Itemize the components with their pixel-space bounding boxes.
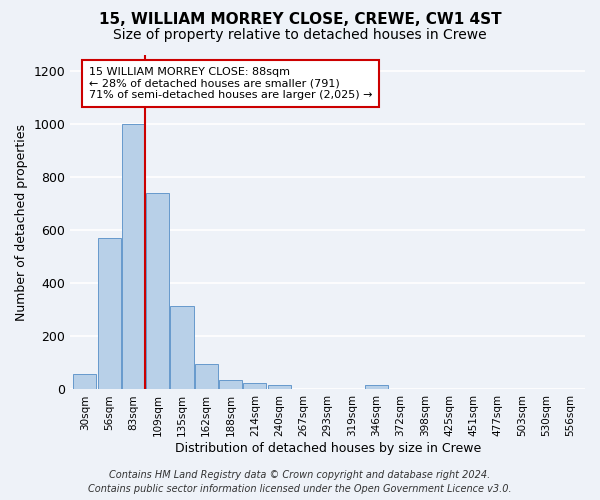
X-axis label: Distribution of detached houses by size in Crewe: Distribution of detached houses by size … <box>175 442 481 455</box>
Bar <box>73 374 97 390</box>
Bar <box>219 380 242 390</box>
Text: Contains HM Land Registry data © Crown copyright and database right 2024.
Contai: Contains HM Land Registry data © Crown c… <box>88 470 512 494</box>
Text: Size of property relative to detached houses in Crewe: Size of property relative to detached ho… <box>113 28 487 42</box>
Text: 15, WILLIAM MORREY CLOSE, CREWE, CW1 4ST: 15, WILLIAM MORREY CLOSE, CREWE, CW1 4ST <box>98 12 502 28</box>
Bar <box>268 386 290 390</box>
Bar <box>98 238 121 390</box>
Y-axis label: Number of detached properties: Number of detached properties <box>15 124 28 320</box>
Bar <box>122 124 145 390</box>
Bar <box>243 383 266 390</box>
Text: 15 WILLIAM MORREY CLOSE: 88sqm
← 28% of detached houses are smaller (791)
71% of: 15 WILLIAM MORREY CLOSE: 88sqm ← 28% of … <box>89 67 372 100</box>
Bar <box>170 306 194 390</box>
Bar <box>195 364 218 390</box>
Bar <box>146 193 169 390</box>
Bar <box>365 386 388 390</box>
